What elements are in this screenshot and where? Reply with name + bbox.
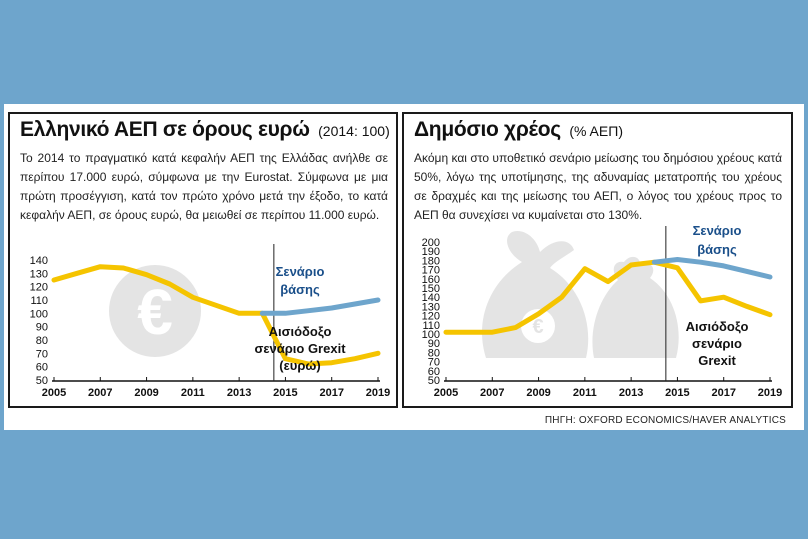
gdp-x-tick-label: 2011 [181,387,205,399]
svg-text:€: € [137,276,173,348]
debt-y-tick-label: 130 [422,301,440,313]
debt-y-tick-label: 50 [428,375,440,387]
source-note: ΠΗΓΗ: OXFORD ECONOMICS/HAVER ANALYTICS [544,415,786,426]
gdp-base-label: βάσης [280,282,320,297]
debt-y-tick-label: 80 [428,347,440,359]
gdp-x-tick-label: 2015 [273,387,297,399]
gdp-title-text: Ελληνικό ΑΕΠ σε όρους ευρώ [20,118,310,141]
debt-y-tick-label: 60 [428,366,440,378]
debt-y-tick-label: 190 [422,246,440,258]
debt-y-tick-label: 180 [422,255,440,267]
money-bags-icon: € [482,230,679,358]
debt-x-tick-label: 2011 [573,387,597,399]
gdp-y-tick-label: 140 [30,255,48,267]
gdp-description: Το 2014 το πραγματικό κατά κεφαλήν ΑΕΠ τ… [20,151,388,222]
debt-chart-frame: Δημόσιο χρέος (% ΑΕΠ) Ακόμη και στο υποθ… [402,112,793,408]
gdp-unit-text: (2014: 100) [318,123,390,139]
debt-x-tick-label: 2005 [434,387,458,399]
debt-x-tick-label: 2013 [619,387,643,399]
gdp-chart-title: Ελληνικό ΑΕΠ σε όρους ευρώ (2014: 100) [20,118,390,142]
debt-line-chart: € 50607080901001101201301401501601701801… [422,223,783,399]
chart-panel: Ελληνικό ΑΕΠ σε όρους ευρώ (2014: 100) Τ… [4,104,804,430]
debt-x-tick-label: 2007 [480,387,504,399]
debt-y-tick-label: 160 [422,274,440,286]
debt-y-tick-label: 120 [422,311,440,323]
debt-base-label: βάσης [697,242,737,257]
gdp-y-tick-label: 130 [30,268,48,280]
debt-x-tick-label: 2009 [526,387,550,399]
gdp-y-tick-label: 100 [30,308,48,320]
debt-y-tick-label: 90 [428,338,440,350]
debt-y-tick-label: 70 [428,357,440,369]
debt-unit-text: (% ΑΕΠ) [569,123,624,139]
debt-y-tick-label: 100 [422,329,440,341]
gdp-x-tick-label: 2017 [319,387,343,399]
gdp-y-tick-label: 110 [30,295,48,307]
debt-grexit-label: Αισιόδοξο [686,319,749,334]
gdp-grexit-label: Αισιόδοξο [269,324,332,339]
debt-grexit-label: σενάριο [692,336,742,351]
gdp-grexit-scenario-line [51,264,381,367]
debt-description: Ακόμη και στο υποθετικό σενάριο μείωσης … [414,151,782,222]
debt-y-tick-label: 170 [422,265,440,277]
gdp-base-scenario-line [259,297,381,316]
gdp-y-tick-label: 60 [36,362,48,374]
debt-grexit-scenario-line [443,259,773,335]
debt-x-tick-label: 2019 [758,387,782,399]
gdp-x-tick-label: 2013 [227,387,251,399]
gdp-grexit-label: σενάριο Grexit [254,341,346,356]
debt-x-tick-label: 2015 [665,387,689,399]
gdp-y-tick-label: 120 [30,282,48,294]
gdp-y-tick-label: 90 [36,322,48,334]
gdp-x-tick-label: 2009 [134,387,158,399]
debt-title-text: Δημόσιο χρέος [414,118,561,141]
debt-y-tick-label: 140 [422,292,440,304]
gdp-x-tick-label: 2005 [42,387,66,399]
debt-y-tick-label: 200 [422,237,440,249]
debt-chart-title: Δημόσιο χρέος (% ΑΕΠ) [414,118,623,142]
debt-grexit-label: Grexit [698,353,736,368]
svg-text:€: € [532,316,543,338]
gdp-grexit-label: (ευρώ) [279,358,320,373]
gdp-base-label: Σενάριο [276,264,325,279]
debt-y-tick-label: 150 [422,283,440,295]
debt-base-label: Σενάριο [693,223,742,238]
gdp-y-tick-label: 50 [36,375,48,387]
gdp-y-tick-label: 70 [36,348,48,360]
gdp-x-tick-label: 2007 [88,387,112,399]
gdp-chart-frame: Ελληνικό ΑΕΠ σε όρους ευρώ (2014: 100) Τ… [8,112,398,408]
gdp-x-tick-label: 2019 [366,387,390,399]
debt-base-scenario-line [651,257,773,280]
debt-y-tick-label: 110 [422,320,440,332]
gdp-y-tick-label: 80 [36,335,48,347]
debt-x-tick-label: 2017 [711,387,735,399]
